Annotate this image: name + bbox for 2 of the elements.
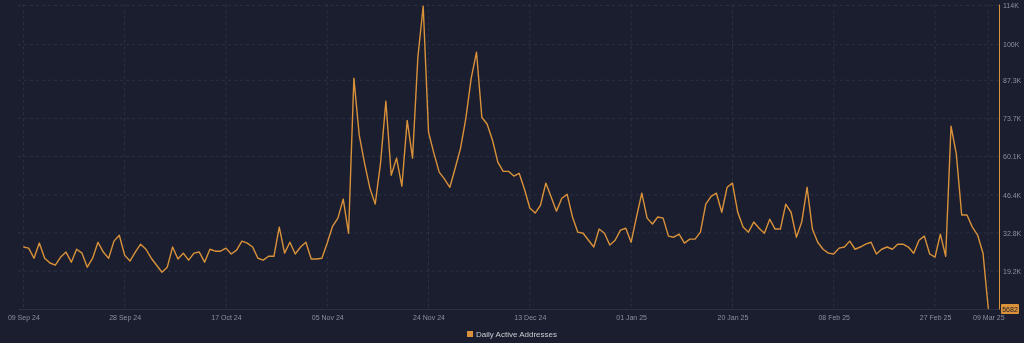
- legend-label: Daily Active Addresses: [476, 330, 557, 339]
- line-series: [22, 5, 990, 310]
